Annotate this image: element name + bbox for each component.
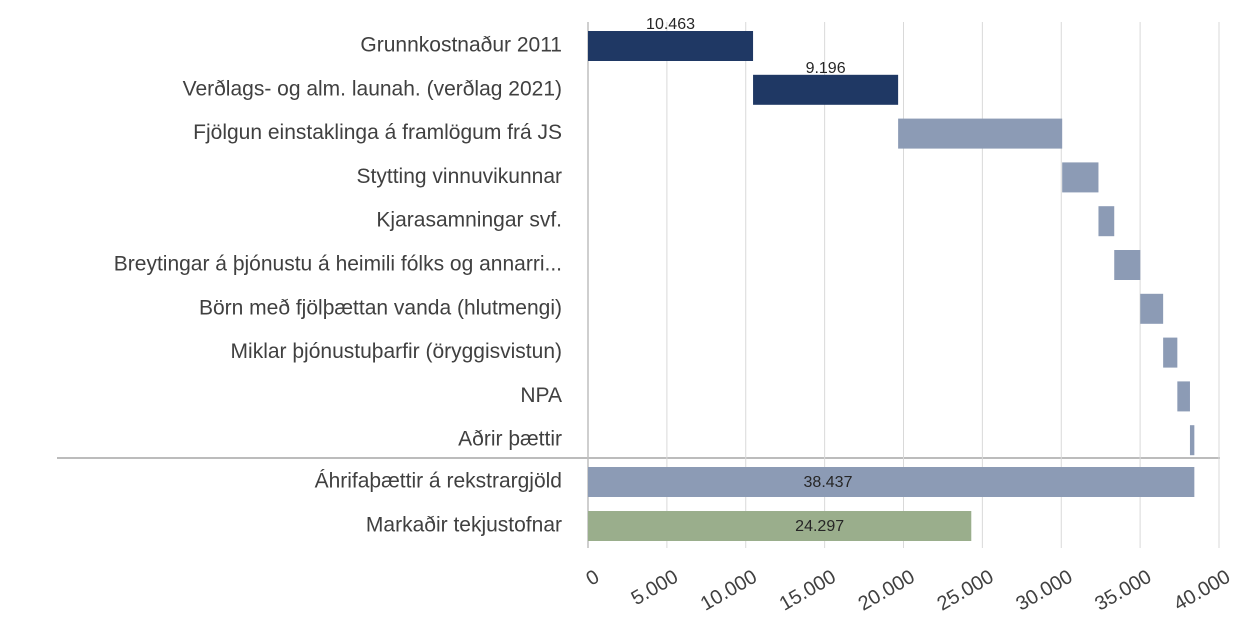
- category-label: Aðrir þættir: [458, 428, 562, 451]
- bar: [1098, 206, 1115, 237]
- data-label: 24.297: [795, 518, 844, 535]
- data-label: 9.196: [806, 60, 846, 77]
- category-label: Börn með fjölþættan vanda (hlutmengi): [199, 296, 562, 319]
- x-tick-label: 20.000: [855, 566, 919, 616]
- category-label: Markaðir tekjustofnar: [366, 514, 562, 537]
- category-label: Fjölgun einstaklinga á framlögum frá JS: [193, 121, 562, 144]
- x-tick-label: 25.000: [934, 566, 998, 616]
- bar: [588, 467, 1195, 497]
- x-tick-label: 35.000: [1091, 566, 1155, 616]
- x-tick-label: 15.000: [776, 566, 840, 616]
- x-tick-label: 5.000: [628, 566, 682, 610]
- category-label: NPA: [520, 384, 562, 407]
- bar: [1189, 425, 1195, 456]
- bar: [1177, 381, 1190, 412]
- category-label: Miklar þjónustuþarfir (öryggisvistun): [231, 340, 562, 363]
- category-label: Stytting vinnuvikunnar: [357, 165, 562, 188]
- bar: [1140, 293, 1164, 324]
- category-label: Verðlags- og alm. launah. (verðlag 2021): [183, 77, 562, 100]
- bar: [588, 31, 754, 61]
- x-tick-label: 40.000: [1170, 566, 1234, 616]
- x-tick-label: 10.000: [697, 566, 761, 616]
- bar: [1062, 162, 1099, 193]
- data-label: 38.437: [804, 474, 853, 491]
- category-label: Breytingar á þjónustu á heimili fólks og…: [114, 253, 562, 276]
- bar: [898, 118, 1063, 149]
- category-label: Áhrifaþættir á rekstrargjöld: [315, 470, 562, 493]
- data-label: 10.463: [646, 16, 695, 33]
- bar: [1163, 337, 1178, 368]
- x-tick-label: 30.000: [1012, 566, 1076, 616]
- x-tick-label: 0: [583, 566, 604, 591]
- category-label: Grunnkostnaður 2011: [360, 34, 562, 57]
- category-label: Kjarasamningar svf.: [376, 209, 562, 232]
- bar: [588, 511, 972, 541]
- bar: [1114, 250, 1141, 280]
- bar: [753, 74, 899, 105]
